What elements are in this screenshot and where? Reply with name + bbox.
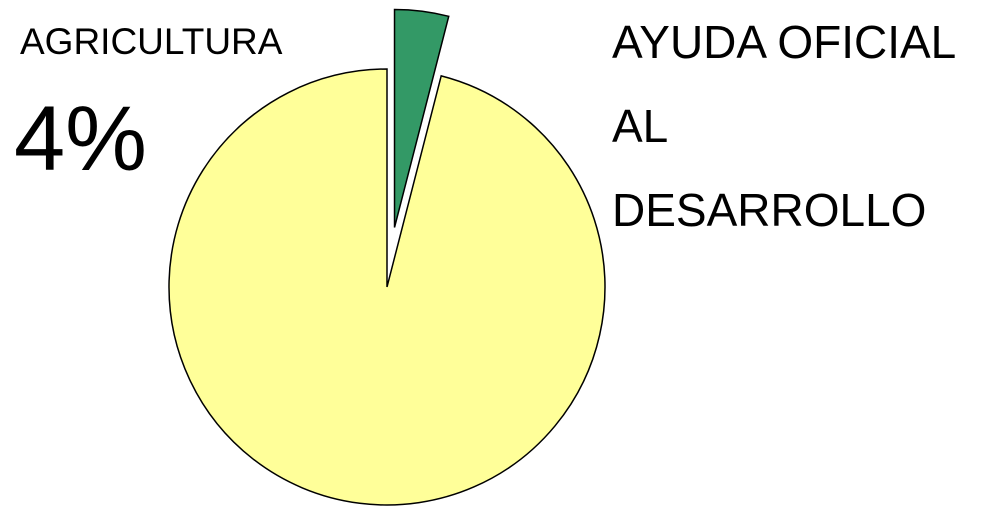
pie-slice <box>393 8 450 228</box>
pie-slice <box>168 68 606 506</box>
slice-label: AGRICULTURA <box>20 21 283 62</box>
chart-title: AYUDA OFICIAL AL DESARROLLO <box>612 16 955 236</box>
slice-value-label: 4% <box>14 88 147 190</box>
